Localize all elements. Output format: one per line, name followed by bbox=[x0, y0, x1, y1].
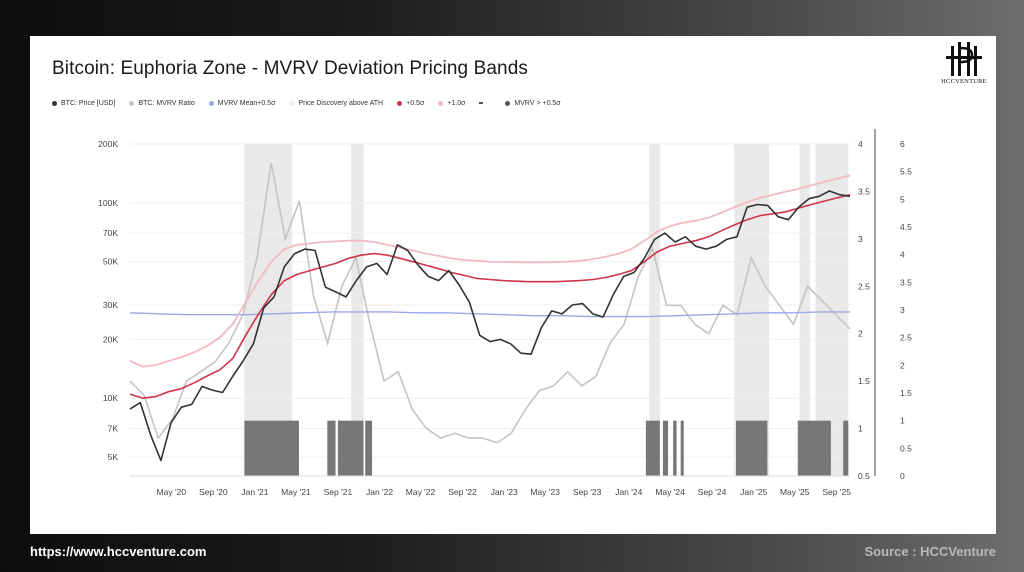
legend-dot-icon bbox=[438, 100, 444, 106]
logo-mark-icon bbox=[946, 42, 982, 76]
mvrv-above-bar bbox=[645, 420, 660, 476]
legend-item-plus-half-sigma[interactable]: +0.5σ bbox=[397, 100, 424, 107]
x-tick-label: Sep '23 bbox=[573, 487, 602, 497]
y-right-tick-label: 1.5 bbox=[900, 388, 912, 398]
x-tick-label: May '21 bbox=[281, 487, 311, 497]
y-right-tick-label: 4.5 bbox=[900, 222, 912, 232]
y-right-tick-label: 5 bbox=[900, 194, 905, 204]
legend-item-dash[interactable] bbox=[479, 102, 491, 104]
y-left-tick-label: 5K bbox=[108, 452, 119, 462]
legend-label: BTC: Price [USD] bbox=[61, 99, 116, 107]
y-left-tick-label: 7K bbox=[108, 424, 119, 434]
x-tick-label: Jan '25 bbox=[740, 487, 767, 497]
chart-title: Bitcoin: Euphoria Zone - MVRV Deviation … bbox=[52, 58, 528, 79]
x-tick-label: Jan '21 bbox=[241, 487, 268, 497]
y-right-tick-label: 2 bbox=[900, 360, 905, 370]
legend-dot-icon bbox=[52, 100, 57, 106]
mvrv-above-bar bbox=[244, 420, 299, 476]
footer-url[interactable]: https://www.hccventure.com bbox=[30, 544, 207, 559]
y-mid-tick-label: 3 bbox=[858, 234, 863, 244]
mvrv-above-bar bbox=[327, 420, 336, 476]
y-left-tick-label: 20K bbox=[103, 334, 118, 344]
y-mid-tick-label: 1 bbox=[858, 424, 863, 434]
x-tick-label: Jan '24 bbox=[615, 487, 642, 497]
x-tick-label: Jan '22 bbox=[366, 487, 393, 497]
ath-discovery-zone bbox=[799, 144, 811, 476]
y-right-tick-label: 6 bbox=[900, 139, 905, 149]
legend-dot-icon bbox=[129, 100, 135, 106]
footer-source: Source : HCCVenture bbox=[864, 544, 996, 559]
y-mid-tick-label: 2 bbox=[858, 329, 863, 339]
y-mid-tick-label: 0.5 bbox=[858, 471, 870, 481]
chart-plot: 200K 100K 70K 50K 30K 20K 10K 7K 5K 4 3.5 3 2.5 2 1.5 1… bbox=[98, 129, 912, 497]
mvrv-above-bar bbox=[673, 420, 677, 476]
y-mid-tick-label: 3.5 bbox=[858, 186, 870, 196]
legend-dot-icon bbox=[289, 100, 295, 106]
x-tick-label: May '25 bbox=[780, 487, 810, 497]
mvrv-mean-line bbox=[129, 311, 850, 318]
x-tick-label: Jan '23 bbox=[491, 487, 518, 497]
x-tick-label: May '20 bbox=[157, 487, 187, 497]
y-left-tick-label: 70K bbox=[103, 228, 118, 238]
legend-label: BTC: MVRV Ratio bbox=[138, 99, 195, 107]
y-left-tick-label: 30K bbox=[103, 300, 118, 310]
y-right-tick-label: 0.5 bbox=[900, 443, 912, 453]
plus-one-sigma-line bbox=[129, 174, 851, 368]
mvrv-above-bar bbox=[365, 420, 373, 476]
x-tick-label: May '22 bbox=[406, 487, 436, 497]
mvrv-above-bar bbox=[843, 420, 849, 476]
legend-item-mvrv-ratio[interactable]: BTC: MVRV Ratio bbox=[129, 99, 195, 107]
plus-half-sigma-line bbox=[129, 193, 851, 400]
legend-item-price-discovery[interactable]: Price Discovery above ATH bbox=[289, 100, 383, 107]
mvrv-above-bar bbox=[797, 420, 831, 476]
y-mid-tick-label: 1.5 bbox=[858, 376, 870, 386]
legend-item-mvrv-above[interactable]: MVRV > +0.5σ bbox=[505, 99, 561, 107]
y-right-tick-label: 1 bbox=[900, 416, 905, 426]
y-left-tick-label: 100K bbox=[98, 198, 118, 208]
mvrv-above-bar bbox=[337, 420, 364, 476]
mvrv-above-bar bbox=[680, 420, 684, 476]
x-tick-label: Sep '24 bbox=[698, 487, 727, 497]
y-right-tick-label: 3.5 bbox=[900, 277, 912, 287]
legend-label: MVRV Mean+0.5σ bbox=[217, 99, 276, 107]
ath-discovery-zone bbox=[351, 144, 364, 476]
legend-label: MVRV > +0.5σ bbox=[514, 99, 561, 107]
y-right-tick-label: 5.5 bbox=[900, 167, 912, 177]
y-left-tick-label: 50K bbox=[103, 257, 118, 267]
y-left-tick-label: 10K bbox=[103, 393, 118, 403]
legend-item-btc-price[interactable]: BTC: Price [USD] bbox=[52, 100, 115, 107]
legend-dot-icon bbox=[208, 100, 214, 106]
logo-text: HCCVENTURE bbox=[941, 78, 987, 85]
legend-dot-icon bbox=[397, 100, 403, 106]
y-right-tick-label: 0 bbox=[900, 471, 905, 481]
chart-legend: BTC: Price [USD] BTC: MVRV Ratio MVRV Me… bbox=[52, 96, 575, 110]
x-tick-label: May '24 bbox=[655, 487, 685, 497]
legend-label: +0.5σ bbox=[406, 99, 425, 107]
legend-label: +1.0σ bbox=[447, 99, 466, 107]
y-mid-tick-label: 4 bbox=[858, 139, 863, 149]
legend-item-plus-one-sigma[interactable]: +1.0σ bbox=[438, 100, 465, 107]
legend-dot-icon bbox=[505, 100, 511, 106]
x-tick-label: Sep '22 bbox=[448, 487, 477, 497]
x-tick-label: Sep '21 bbox=[324, 487, 353, 497]
legend-label: Price Discovery above ATH bbox=[298, 99, 384, 107]
x-tick-label: Sep '25 bbox=[822, 487, 851, 497]
btc-price-line bbox=[129, 190, 851, 462]
y-mid-tick-label: 2.5 bbox=[858, 281, 870, 291]
hccventure-logo: HCCVENTURE bbox=[934, 40, 994, 88]
y-left-tick-label: 200K bbox=[98, 139, 118, 149]
x-tick-label: May '23 bbox=[530, 487, 560, 497]
y-right-tick-label: 4 bbox=[900, 250, 905, 260]
chart-card: Bitcoin: Euphoria Zone - MVRV Deviation … bbox=[30, 36, 996, 534]
y-right-tick-label: 3 bbox=[900, 305, 905, 315]
legend-item-mvrv-mean[interactable]: MVRV Mean+0.5σ bbox=[208, 99, 276, 107]
mvrv-above-bar bbox=[735, 420, 768, 476]
mvrv-above-bar bbox=[662, 420, 669, 476]
x-tick-label: Sep '20 bbox=[199, 487, 228, 497]
y-right-tick-label: 2.5 bbox=[900, 333, 912, 343]
mvrv-ratio-line bbox=[129, 162, 851, 444]
legend-dash-icon bbox=[479, 102, 484, 104]
ath-discovery-zone bbox=[649, 144, 660, 476]
